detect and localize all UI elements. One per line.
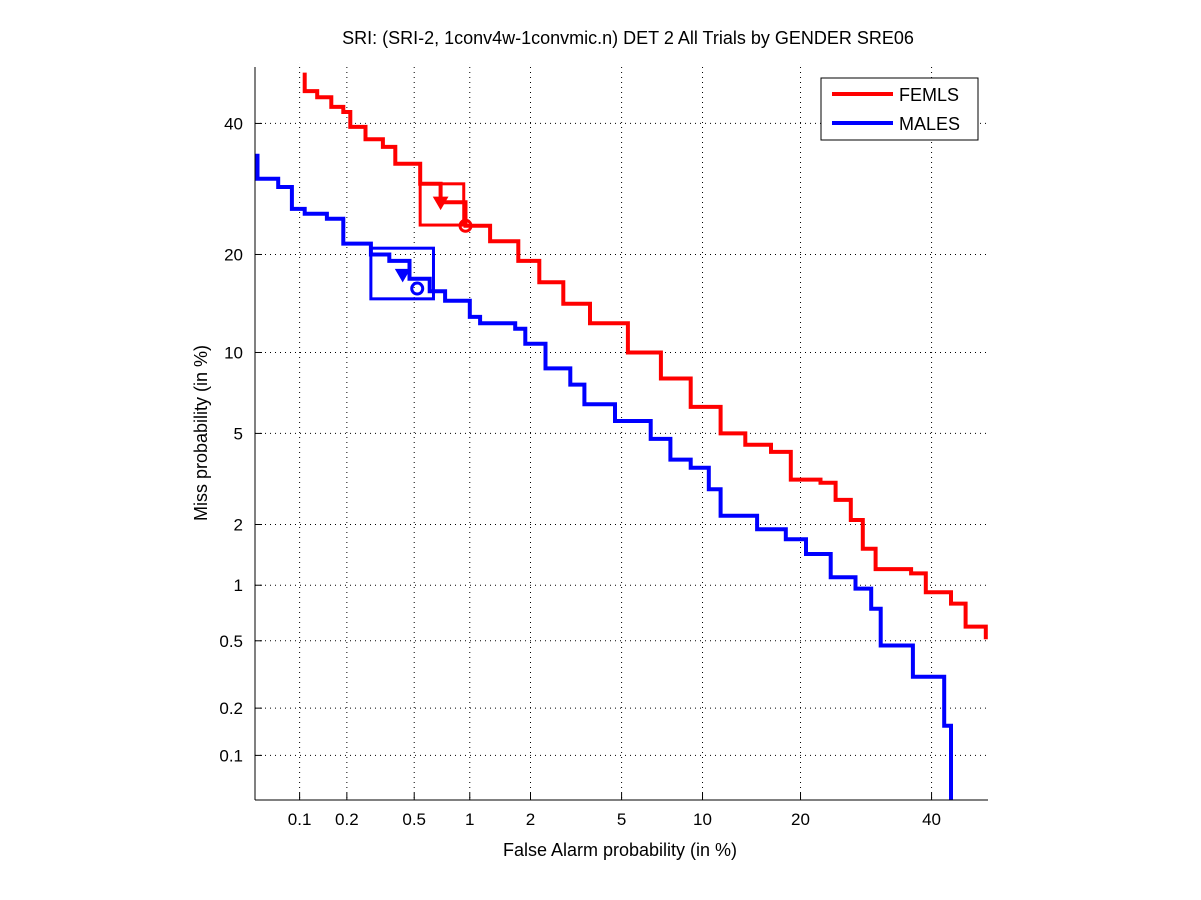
chart-title: SRI: (SRI-2, 1conv4w-1convmic.n) DET 2 A… [342,28,914,48]
x-axis-ticks: 0.1 0.2 0.5 1 2 5 10 20 40 [288,793,941,829]
legend: FEMLS MALES [820,77,979,141]
x-tick-label: 10 [693,810,712,829]
y-tick-label: 20 [224,245,243,264]
x-axis-title: False Alarm probability (in %) [503,840,737,860]
y-tick-label: 5 [234,424,243,443]
x-tick-label: 0.5 [402,810,426,829]
x-tick-label: 2 [526,810,535,829]
operating-box-males [369,246,435,301]
annotation-layer [369,182,473,301]
y-tick-label: 10 [224,343,243,362]
x-tick-label: 40 [922,810,941,829]
grid [255,67,988,800]
series-line-femls [302,72,988,640]
x-tick-label: 0.2 [335,810,359,829]
y-tick-label: 0.5 [219,632,243,651]
x-tick-label: 5 [617,810,626,829]
series-line-males [255,153,953,800]
circle-marker-femls [458,218,473,233]
y-tick-label: 1 [234,576,243,595]
legend-box [820,77,979,141]
x-tick-label: 1 [465,810,474,829]
y-tick-label: 2 [234,515,243,534]
x-tick-label: 0.1 [288,810,312,829]
x-tick-label: 20 [791,810,810,829]
y-tick-label: 40 [224,114,243,133]
legend-label-femls: FEMLS [899,85,959,105]
triangle-marker-males [394,268,411,283]
y-tick-label: 0.2 [219,699,243,718]
operating-box-femls [418,182,466,227]
legend-label-males: MALES [899,114,960,134]
y-tick-label: 0.1 [219,746,243,765]
y-axis-ticks: 0.1 0.2 0.5 1 2 5 10 20 40 [219,114,262,765]
circle-marker-males [410,281,425,296]
triangle-marker-femls [432,196,449,211]
series-layer [255,72,988,800]
y-axis-title: Miss probability (in %) [191,345,211,521]
